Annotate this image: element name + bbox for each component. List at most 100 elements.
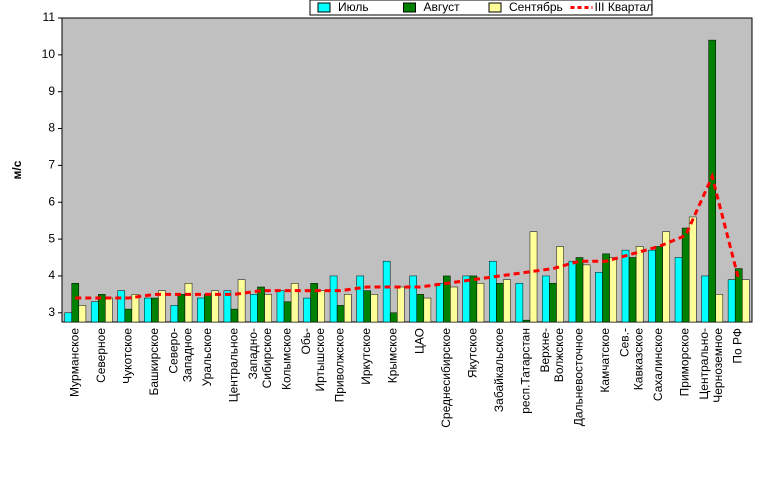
- bar: [204, 294, 212, 323]
- x-tick-label: Чукотское: [121, 328, 135, 384]
- x-tick-label: Среднесибирское: [439, 328, 453, 428]
- bar: [184, 283, 193, 323]
- x-tick-label: Иркутское: [359, 328, 373, 385]
- x-tick-label: Сев.-Кавказское: [618, 328, 646, 391]
- x-tick-label: Центральное: [227, 328, 241, 403]
- y-tick-label: 3: [48, 305, 55, 319]
- x-tick-label: Башкирское: [147, 328, 161, 396]
- bar: [144, 297, 152, 323]
- bar: [602, 253, 610, 323]
- x-tick-label: Уральское: [200, 328, 214, 387]
- bar: [90, 301, 99, 323]
- y-tick-label: 10: [42, 47, 56, 61]
- bar: [250, 294, 258, 323]
- x-tick-label: Северо-Западное: [167, 328, 195, 382]
- bar: [131, 294, 140, 323]
- x-tick-label: Забайкальское: [492, 328, 506, 412]
- bar: [450, 286, 458, 323]
- bar: [336, 305, 345, 323]
- bar: [310, 283, 318, 323]
- bar: [742, 279, 750, 323]
- x-tick-label: Верхне-Волжское: [538, 328, 566, 383]
- bar: [276, 290, 285, 323]
- bar: [170, 305, 179, 323]
- x-tick-label: Дальневосточное: [572, 328, 586, 427]
- bar: [117, 290, 126, 323]
- bar: [356, 275, 364, 323]
- bar: [290, 283, 299, 323]
- y-tick-label: 7: [48, 158, 55, 172]
- bar: [556, 246, 564, 323]
- bar: [264, 294, 272, 323]
- bar: [71, 283, 80, 323]
- bar: [382, 260, 391, 323]
- bar: [462, 275, 471, 323]
- bar: [283, 301, 292, 323]
- bar: [674, 257, 683, 323]
- legend-label: Сентябрь: [509, 0, 563, 14]
- x-tick-label: Северное: [94, 328, 108, 383]
- x-tick-label: Обь-Иртышское: [299, 328, 327, 392]
- bar: [416, 294, 425, 323]
- bar: [727, 279, 736, 323]
- bar: [655, 246, 663, 323]
- bar: [635, 246, 644, 323]
- bar: [582, 264, 591, 323]
- bar: [701, 275, 709, 323]
- x-tick-label: Колымское: [280, 328, 294, 390]
- legend: [309, 0, 653, 16]
- bar: [343, 294, 352, 323]
- bar: [529, 231, 538, 323]
- bar: [64, 312, 72, 323]
- bar: [397, 286, 405, 323]
- bar: [515, 283, 524, 323]
- x-tick-label: Западно-Сибирское: [246, 328, 274, 389]
- bar: [303, 297, 311, 323]
- bar: [595, 272, 603, 323]
- bar: [549, 283, 557, 323]
- x-tick-label: Сахалинское: [651, 328, 665, 401]
- bar: [681, 227, 690, 323]
- line-series: [75, 171, 741, 300]
- legend-swatch: [317, 2, 331, 13]
- legend-label: Июль: [338, 0, 369, 14]
- bar: [476, 283, 485, 323]
- y-tick-label: 5: [48, 231, 55, 245]
- x-tick-label: Камчатское: [598, 328, 612, 393]
- bar: [688, 216, 697, 323]
- bar: [105, 297, 113, 323]
- bar: [715, 294, 724, 323]
- y-tick-label: 9: [48, 84, 55, 98]
- bar: [575, 257, 584, 323]
- y-tick-label: 4: [48, 268, 55, 282]
- bar: [237, 279, 246, 323]
- x-tick-label: Приволжское: [333, 328, 347, 403]
- bar: [177, 294, 186, 323]
- bar: [522, 319, 531, 323]
- bar: [124, 308, 133, 323]
- bar: [423, 297, 432, 323]
- bar: [329, 275, 338, 323]
- x-tick-label: Приморское: [678, 328, 692, 397]
- bar: [542, 275, 550, 323]
- bar: [435, 283, 444, 323]
- bar: [648, 249, 656, 323]
- y-tick-label: 6: [48, 194, 55, 208]
- bar: [363, 290, 371, 323]
- bar: [409, 275, 417, 323]
- x-tick-label: Якутское: [466, 328, 480, 378]
- legend-swatch: [403, 2, 416, 13]
- legend-swatch: [488, 2, 502, 13]
- bar: [211, 290, 219, 323]
- x-tick-label: Крымское: [386, 328, 400, 384]
- x-tick-label: Центрально-Черноземное: [697, 328, 725, 403]
- legend-label: Август: [424, 0, 461, 14]
- bar: [223, 290, 232, 323]
- bar: [158, 290, 166, 323]
- bar: [568, 260, 577, 323]
- bar: [317, 290, 325, 323]
- bar: [489, 260, 497, 323]
- y-tick-label: 8: [48, 121, 55, 135]
- y-axis-label: м/с: [10, 160, 24, 179]
